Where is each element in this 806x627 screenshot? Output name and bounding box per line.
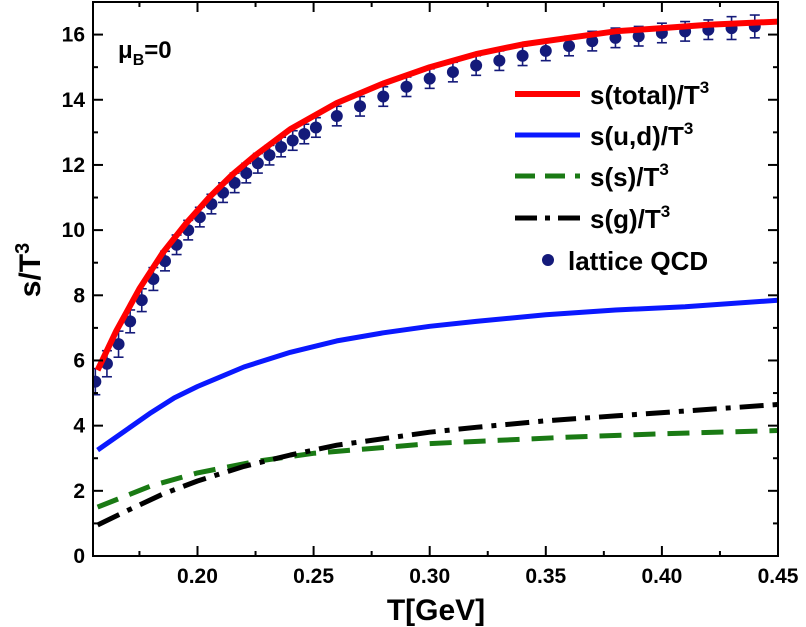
legend-item-s-u-d-t: s(u,d)/T3 bbox=[515, 119, 693, 151]
lattice-point bbox=[286, 129, 299, 152]
lattice-point bbox=[539, 40, 552, 62]
legend-label: s(total)/T3 bbox=[590, 78, 709, 110]
legend-item-lattice-qcd: lattice QCD bbox=[542, 246, 708, 276]
y-tick-label: 8 bbox=[73, 284, 85, 307]
legend-swatch bbox=[542, 254, 554, 266]
mu-b-annotation: μB=0 bbox=[118, 37, 172, 69]
x-tick-label: 0.35 bbox=[525, 565, 566, 588]
lattice-point bbox=[135, 287, 148, 313]
lattice-point bbox=[470, 54, 483, 77]
lattice-point bbox=[330, 105, 343, 127]
lattice-point bbox=[93, 367, 102, 396]
y-axis-title: s/T3 bbox=[12, 243, 47, 297]
series-line-s-total-t bbox=[94, 18, 778, 372]
lattice-point bbox=[446, 61, 459, 83]
x-tick-label: 0.20 bbox=[177, 565, 218, 588]
y-tick-label: 10 bbox=[62, 219, 85, 242]
series-line-s-g-t bbox=[96, 402, 778, 528]
x-tick-label: 0.45 bbox=[758, 565, 799, 588]
plot-content bbox=[93, 14, 778, 528]
lattice-point bbox=[354, 95, 367, 117]
y-tick-label: 2 bbox=[73, 480, 85, 503]
y-tick-label: 12 bbox=[62, 154, 85, 177]
lattice-point bbox=[725, 15, 738, 41]
legend: s(total)/T3 s(u,d)/T3 s(s)/T3 s(g)/T3 lattic… bbox=[515, 78, 709, 276]
legend-item-s-s-t: s(s)/T3 bbox=[515, 160, 669, 192]
y-tick-label: 16 bbox=[62, 24, 85, 47]
lattice-point bbox=[298, 123, 311, 145]
lattice-point bbox=[748, 14, 761, 39]
x-axis-title: T[GeV] bbox=[387, 594, 485, 627]
legend-item-s-total-t: s(total)/T3 bbox=[515, 78, 709, 110]
lattice-point bbox=[516, 45, 529, 67]
axis-ticks: 0.20 0.25 0.30 0.35 0.40 0.45 0 2 4 6 8 10 12 14 16 bbox=[62, 2, 799, 588]
y-tick-label: 14 bbox=[62, 89, 86, 112]
legend-item-s-g-t: s(g)/T3 bbox=[515, 202, 670, 234]
x-tick-label: 0.30 bbox=[409, 565, 450, 588]
lattice-point bbox=[377, 85, 390, 108]
y-tick-label: 4 bbox=[73, 415, 85, 438]
series-line-s-u-d-t bbox=[96, 297, 778, 453]
legend-label: lattice QCD bbox=[568, 246, 708, 276]
legend-label: s(u,d)/T3 bbox=[590, 119, 693, 151]
lattice-point bbox=[275, 136, 288, 158]
lattice-point bbox=[309, 116, 322, 139]
x-tick-label: 0.40 bbox=[641, 565, 682, 588]
lattice-point bbox=[493, 50, 506, 72]
plot-frame bbox=[92, 1, 779, 557]
y-tick-label: 6 bbox=[73, 349, 85, 372]
legend-label: s(g)/T3 bbox=[590, 202, 670, 234]
legend-label: s(s)/T3 bbox=[590, 160, 669, 192]
series-line-s-s-t bbox=[96, 428, 778, 510]
y-tick-label: 0 bbox=[73, 545, 85, 568]
x-tick-label: 0.25 bbox=[293, 565, 334, 588]
